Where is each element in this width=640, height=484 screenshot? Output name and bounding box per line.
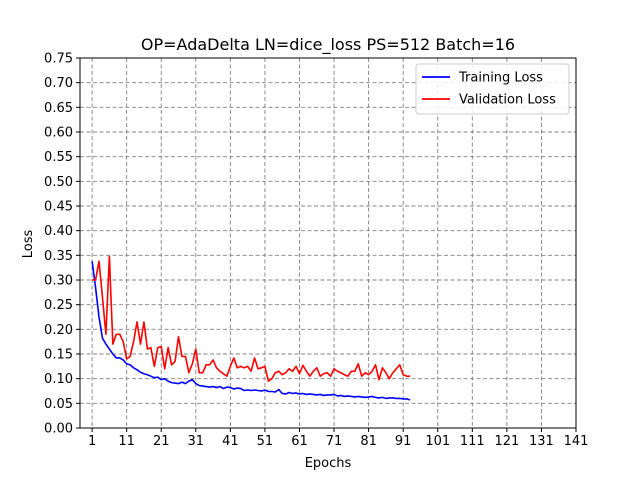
y-tick-label: 0.55 [44, 150, 73, 165]
x-tick-label: 71 [326, 434, 343, 449]
x-tick-label: 51 [257, 434, 274, 449]
x-tick-label: 31 [188, 434, 205, 449]
y-tick-label: 0.10 [44, 372, 73, 387]
x-tick-label: 121 [494, 434, 519, 449]
x-tick-label: 11 [118, 434, 135, 449]
y-tick-label: 0.20 [44, 323, 73, 338]
x-tick-label: 91 [395, 434, 412, 449]
x-axis-label: Epochs [305, 456, 352, 471]
y-tick-label: 0.30 [44, 274, 73, 289]
y-tick-label: 0.00 [44, 422, 73, 437]
x-tick-label: 1 [88, 434, 96, 449]
series-lines [91, 255, 411, 401]
x-tick-label: 41 [222, 434, 239, 449]
y-axis-label: Loss [21, 230, 36, 259]
grid-lines [80, 57, 577, 429]
x-tick-label: 131 [529, 434, 554, 449]
x-tick-label: 81 [360, 434, 377, 449]
x-tick-label: 61 [291, 434, 308, 449]
legend-label: Training Loss [458, 71, 543, 86]
y-tick-label: 0.75 [44, 52, 73, 67]
y-tick-label: 0.25 [44, 298, 73, 313]
y-tick-label: 0.70 [44, 76, 73, 91]
y-tick-label: 0.35 [44, 249, 73, 264]
y-tick-label: 0.15 [44, 348, 73, 363]
y-tick-label: 0.40 [44, 224, 73, 239]
x-tick-label: 101 [425, 434, 450, 449]
series-line-training-loss [91, 261, 411, 401]
chart-title: OP=AdaDelta LN=dice_loss PS=512 Batch=16 [141, 35, 515, 55]
plot-frame [79, 57, 577, 429]
legend: Training Loss Validation Loss [415, 63, 570, 115]
x-tick-label: 21 [153, 434, 170, 449]
x-tick-label: 141 [564, 434, 589, 449]
y-tick-label: 0.45 [44, 200, 73, 215]
y-tick-label: 0.50 [44, 175, 73, 190]
y-tick-label: 0.05 [44, 397, 73, 412]
y-tick-label: 0.60 [44, 126, 73, 141]
legend-label: Validation Loss [459, 93, 556, 108]
x-tick-label: 111 [460, 434, 485, 449]
series-line-validation-loss [92, 255, 411, 382]
legend-box [415, 63, 570, 115]
y-tick-label: 0.65 [44, 101, 73, 116]
axis-ticks: 1 11 21 31 41 51 61 71 81 91 101 111 121 131 1410.000.… [44, 52, 588, 450]
